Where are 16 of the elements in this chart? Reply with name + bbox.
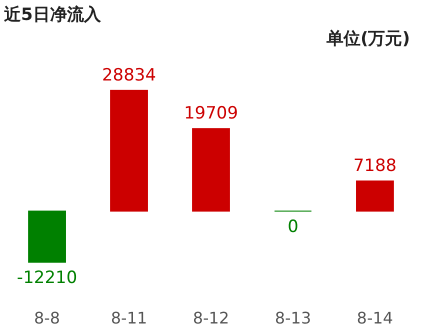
data-label: 7188 bbox=[353, 156, 397, 176]
x-tick-label: 8-14 bbox=[356, 308, 394, 328]
data-label: 19709 bbox=[184, 104, 238, 124]
bar bbox=[28, 210, 66, 263]
x-tick-label: 8-12 bbox=[192, 308, 230, 328]
chart-title: 近5日净流入 bbox=[3, 5, 102, 25]
data-label: 0 bbox=[288, 217, 298, 238]
x-tick-label: 8-11 bbox=[110, 308, 148, 328]
data-label: -12210 bbox=[16, 268, 78, 288]
x-tick-label: 8-13 bbox=[274, 308, 312, 328]
bar bbox=[192, 128, 230, 212]
text: 单位(万元) bbox=[325, 29, 410, 49]
data-label: 28834 bbox=[102, 65, 156, 86]
bar bbox=[110, 90, 148, 212]
x-tick-label: 8-8 bbox=[34, 308, 60, 328]
bar bbox=[356, 180, 394, 212]
